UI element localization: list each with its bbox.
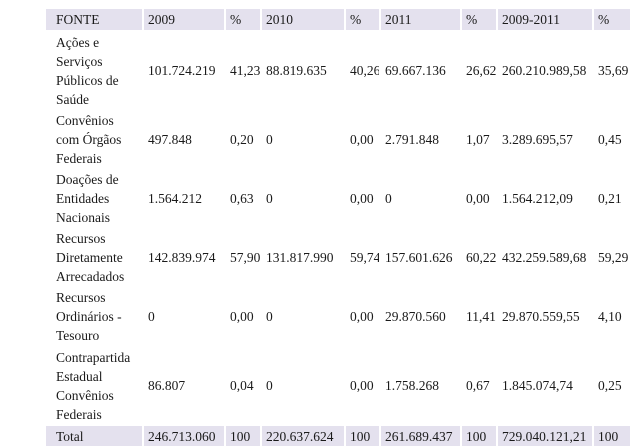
table-row: Ações e Serviços Públicos de Saúde 101.7… [46,32,630,109]
revenue-sources-table: FONTE 2009 % 2010 % 2011 % 2009-2011 % A… [44,7,632,446]
header-cell-2009-2011: 2009-2011 [498,9,592,30]
total-value-cell: 220.637.624 [262,426,344,446]
value-cell: 11,41 [466,309,496,324]
header-cell-2010: 2010 [262,9,344,30]
value-cell: 0,04 [230,378,254,393]
total-value-cell: 261.689.437 [381,426,460,446]
total-value-cell: 100 [462,426,496,446]
value-cell: 0,67 [466,378,490,393]
value-cell: 142.839.974 [148,250,216,265]
value-cell: 101.724.219 [148,63,216,78]
table-row: Recursos Ordinários - Tesouro 0 0,00 0 0… [46,288,630,345]
value-cell: 0,00 [350,132,374,147]
value-cell: 35,69 [598,63,629,78]
total-value-cell: 246.713.060 [144,426,224,446]
value-cell: 0,00 [350,309,374,324]
row-label: Doações de Entidades Nacionais [56,172,119,225]
value-cell: 497.848 [148,132,192,147]
value-cell: 131.817.990 [266,250,334,265]
value-cell: 0,20 [230,132,254,147]
value-cell: 29.870.560 [385,309,446,324]
value-cell: 40,26 [350,63,379,78]
value-cell: 260.210.989,58 [502,63,587,78]
header-cell-pct-2011: % [462,9,496,30]
value-cell: 0,00 [230,309,254,324]
value-cell: 0,00 [466,191,490,206]
table-row: Recursos Diretamente Arrecadados 142.839… [46,229,630,286]
header-cell-fonte: FONTE [46,9,142,30]
value-cell: 0,00 [350,191,374,206]
value-cell: 88.819.635 [266,63,327,78]
total-value-cell: 100 [226,426,260,446]
row-label: Contrapartida Estadual Convênios Federai… [56,349,131,422]
header-cell-pct-2010: % [346,9,379,30]
value-cell: 432.259.589,68 [502,250,587,265]
value-cell: 26,62 [466,63,496,78]
header-cell-2011: 2011 [381,9,460,30]
value-cell: 157.601.626 [385,250,453,265]
value-cell: 0 [266,191,273,206]
value-cell: 1.564.212 [148,191,202,206]
value-cell: 1,07 [466,132,490,147]
header-row: FONTE 2009 % 2010 % 2011 % 2009-2011 % [46,9,630,30]
row-label: Recursos Ordinários - Tesouro [56,290,122,343]
value-cell: 59,74 [350,250,379,265]
value-cell: 0,63 [230,191,254,206]
value-cell: 60,22 [466,250,496,265]
value-cell: 1.564.212,09 [502,191,573,206]
total-value-cell: 100 [346,426,379,446]
row-label: Convênios com Órgãos Federais [56,113,122,166]
value-cell: 2.791.848 [385,132,439,147]
value-cell: 41,23 [230,63,260,78]
value-cell: 29.870.559,55 [502,309,580,324]
value-cell: 69.667.136 [385,63,446,78]
value-cell: 0 [266,378,273,393]
value-cell: 1.845.074,74 [502,378,573,393]
total-value-cell: 729.040.121,21 [498,426,592,446]
header-cell-pct-total: % [594,9,630,30]
value-cell: 3.289.695,57 [502,132,573,147]
value-cell: 4,10 [598,309,622,324]
value-cell: 0 [266,132,273,147]
value-cell: 0,45 [598,132,622,147]
row-label: Recursos Diretamente Arrecadados [56,231,125,284]
header-cell-pct-2009: % [226,9,260,30]
row-label: Ações e Serviços Públicos de Saúde [56,34,119,107]
table-row: Convênios com Órgãos Federais 497.848 0,… [46,111,630,168]
value-cell: 0 [266,309,273,324]
value-cell: 0 [385,191,392,206]
value-cell: 0 [148,309,155,324]
value-cell: 1.758.268 [385,378,439,393]
total-label: Total [46,426,142,446]
value-cell: 86.807 [148,378,186,393]
value-cell: 57,90 [230,250,260,265]
value-cell: 0,00 [350,378,374,393]
value-cell: 59,29 [598,250,629,265]
value-cell: 0,21 [598,191,622,206]
table-row: Contrapartida Estadual Convênios Federai… [46,347,630,424]
total-row: Total 246.713.060 100 220.637.624 100 26… [46,426,630,446]
table-row: Doações de Entidades Nacionais 1.564.212… [46,170,630,227]
total-value-cell: 100 [594,426,630,446]
value-cell: 0,25 [598,378,622,393]
header-cell-2009: 2009 [144,9,224,30]
